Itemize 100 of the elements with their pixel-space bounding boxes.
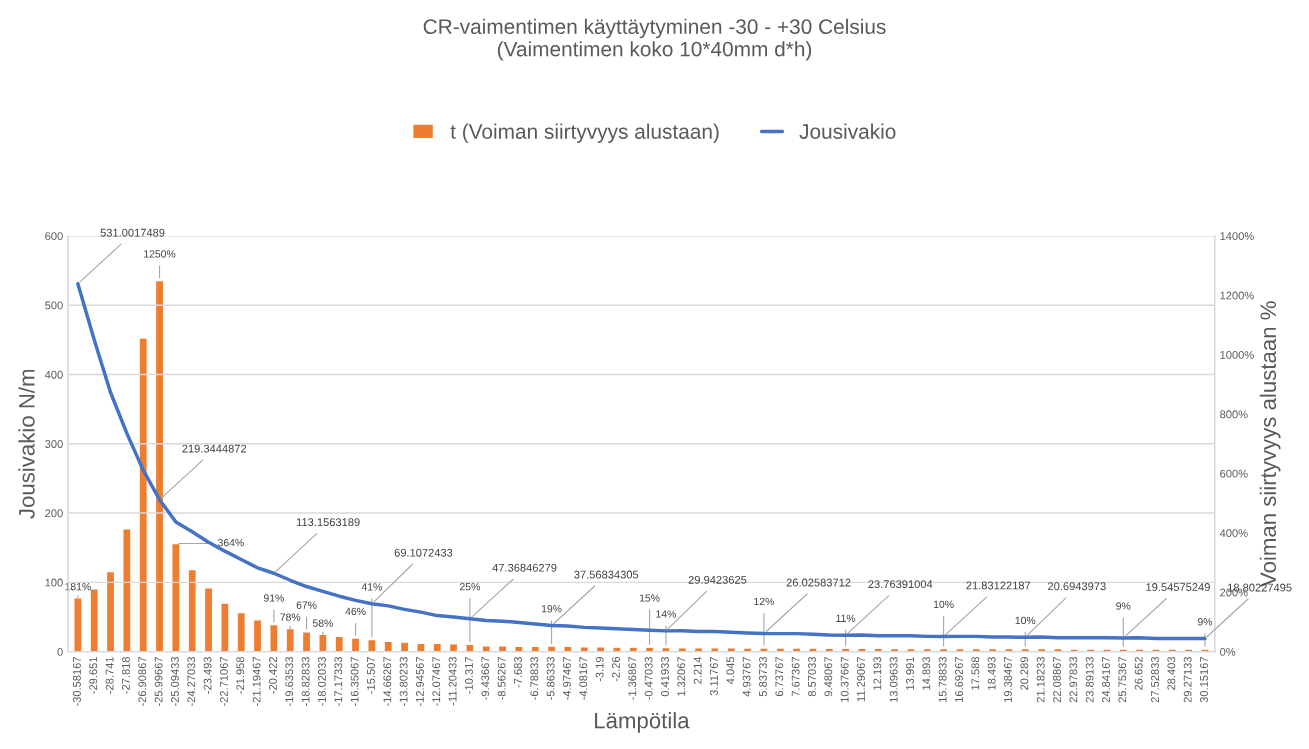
x-tick-label: -30.58167: [72, 657, 81, 707]
bar: [1004, 647, 1014, 652]
x-tick-label: -4.97467: [563, 657, 571, 700]
x-tick-label: -3.19: [595, 657, 604, 682]
bar: [595, 646, 606, 652]
bar: [383, 640, 394, 652]
y2-tick-label: 1000%: [1220, 350, 1254, 359]
x-tick-label: -15.507: [367, 657, 375, 694]
data-label: 23.76391004: [868, 580, 933, 589]
x-tick-label: 5.83733: [759, 656, 767, 697]
data-label: 20.6943973: [1048, 582, 1106, 591]
x-tick-label: -12.94567: [416, 657, 424, 707]
legend-label: Jousivakio: [799, 123, 896, 139]
data-label: 531.0017489: [100, 228, 165, 237]
x-tick-label: -25.09433: [170, 656, 179, 707]
data-label: 25%: [460, 582, 480, 591]
data-label: 29.9423625: [688, 575, 747, 584]
x-tick-label: -16.35067: [350, 657, 359, 707]
bar: [89, 587, 99, 652]
x-tick-label: -12.07467: [432, 657, 441, 707]
data-label: 15%: [639, 594, 660, 602]
x-tick-label: -21.19467: [252, 657, 261, 707]
x-tick-label: -20.422: [269, 657, 277, 694]
x-axis-title: Lämpötila: [595, 712, 690, 733]
x-tick-label: 29.27133: [1183, 656, 1192, 703]
data-label: 19.54575249: [1146, 583, 1210, 591]
data-label: 181%: [65, 582, 91, 591]
y-tick-label: 500: [45, 301, 63, 310]
data-label: 113.1563189: [296, 518, 360, 527]
bar: [710, 647, 720, 652]
data-label: 67%: [296, 601, 317, 609]
data-label: 37.56834305: [574, 570, 639, 579]
bar: [775, 647, 786, 652]
x-tick-label: 15.78833: [938, 656, 947, 702]
bar: [726, 647, 737, 652]
data-label: 14%: [656, 610, 676, 618]
x-tick-label: -29.651: [89, 657, 98, 694]
x-tick-label: -25.99667: [154, 657, 163, 707]
bar: [1102, 648, 1112, 652]
x-tick-label: 0.41933: [661, 656, 669, 697]
x-tick-label: 16.69267: [955, 657, 963, 702]
data-label: 12%: [754, 597, 774, 606]
legend-label: t (Voiman siirtyvyys alustaan): [450, 123, 719, 144]
x-tick-label: 18.493: [987, 656, 996, 690]
bar: [432, 642, 443, 652]
data-label: 26.02583712: [786, 578, 851, 587]
bar: [971, 647, 982, 652]
x-tick-label: -7.683: [514, 656, 522, 688]
data-label: 10%: [1015, 616, 1036, 625]
x-tick-label: -19.63533: [285, 656, 294, 707]
data-label: 9%: [1197, 618, 1213, 626]
bar: [301, 631, 312, 652]
data-label: 21.83122187: [966, 581, 1031, 590]
x-tick-label: 1.32067: [677, 657, 686, 696]
data-label: 19%: [541, 605, 562, 613]
bar: [1151, 648, 1161, 652]
bar: [791, 647, 802, 652]
y-tick-label: 100: [45, 578, 63, 587]
bar: [481, 644, 492, 652]
bar: [448, 643, 459, 652]
x-tick-label: 26.652: [1134, 657, 1143, 690]
y-tick-label: 400: [44, 370, 63, 379]
x-tick-label: 11.29067: [857, 657, 865, 702]
data-label: 10%: [933, 600, 954, 609]
x-tick-label: -21.958: [236, 656, 245, 694]
x-tick-label: 23.89133: [1085, 656, 1094, 703]
x-tick-label: 2.214: [693, 656, 702, 684]
bar: [236, 611, 246, 652]
bar: [122, 528, 132, 652]
x-tick-label: -18.82833: [301, 656, 310, 707]
x-tick-label: 24.84167: [1102, 657, 1110, 703]
x-tick-label: -1.36867: [628, 657, 637, 700]
x-tick-label: 28.403: [1167, 656, 1176, 690]
bar: [1200, 648, 1210, 652]
bar: [546, 645, 557, 652]
x-tick-label: -13.80233: [399, 656, 408, 707]
bar: [1053, 647, 1063, 652]
bar: [612, 646, 622, 652]
x-tick-label: -14.66267: [383, 657, 392, 707]
bar: [318, 633, 328, 652]
x-tick-label: -11.20433: [448, 656, 457, 706]
data-label: 1250%: [144, 250, 176, 258]
bar: [73, 597, 83, 652]
x-tick-label: 8.57033: [808, 656, 816, 697]
x-tick-label: -27.818: [121, 656, 130, 694]
data-label: 9%: [1116, 602, 1131, 610]
data-label: 364%: [217, 538, 244, 547]
bar: [416, 642, 426, 652]
data-label: 46%: [345, 607, 366, 616]
bar: [399, 641, 410, 652]
x-tick-label: -10.317: [465, 657, 473, 694]
bar: [628, 646, 639, 652]
x-tick-label: 3.11767: [710, 657, 718, 696]
x-tick-label: 6.73767: [775, 657, 784, 697]
bar: [203, 587, 214, 652]
x-tick-label: -4.08167: [579, 657, 588, 700]
bar: [334, 635, 344, 652]
bar: [465, 643, 475, 652]
y2-tick-label: 800%: [1220, 410, 1248, 419]
data-label: 91%: [263, 594, 284, 602]
